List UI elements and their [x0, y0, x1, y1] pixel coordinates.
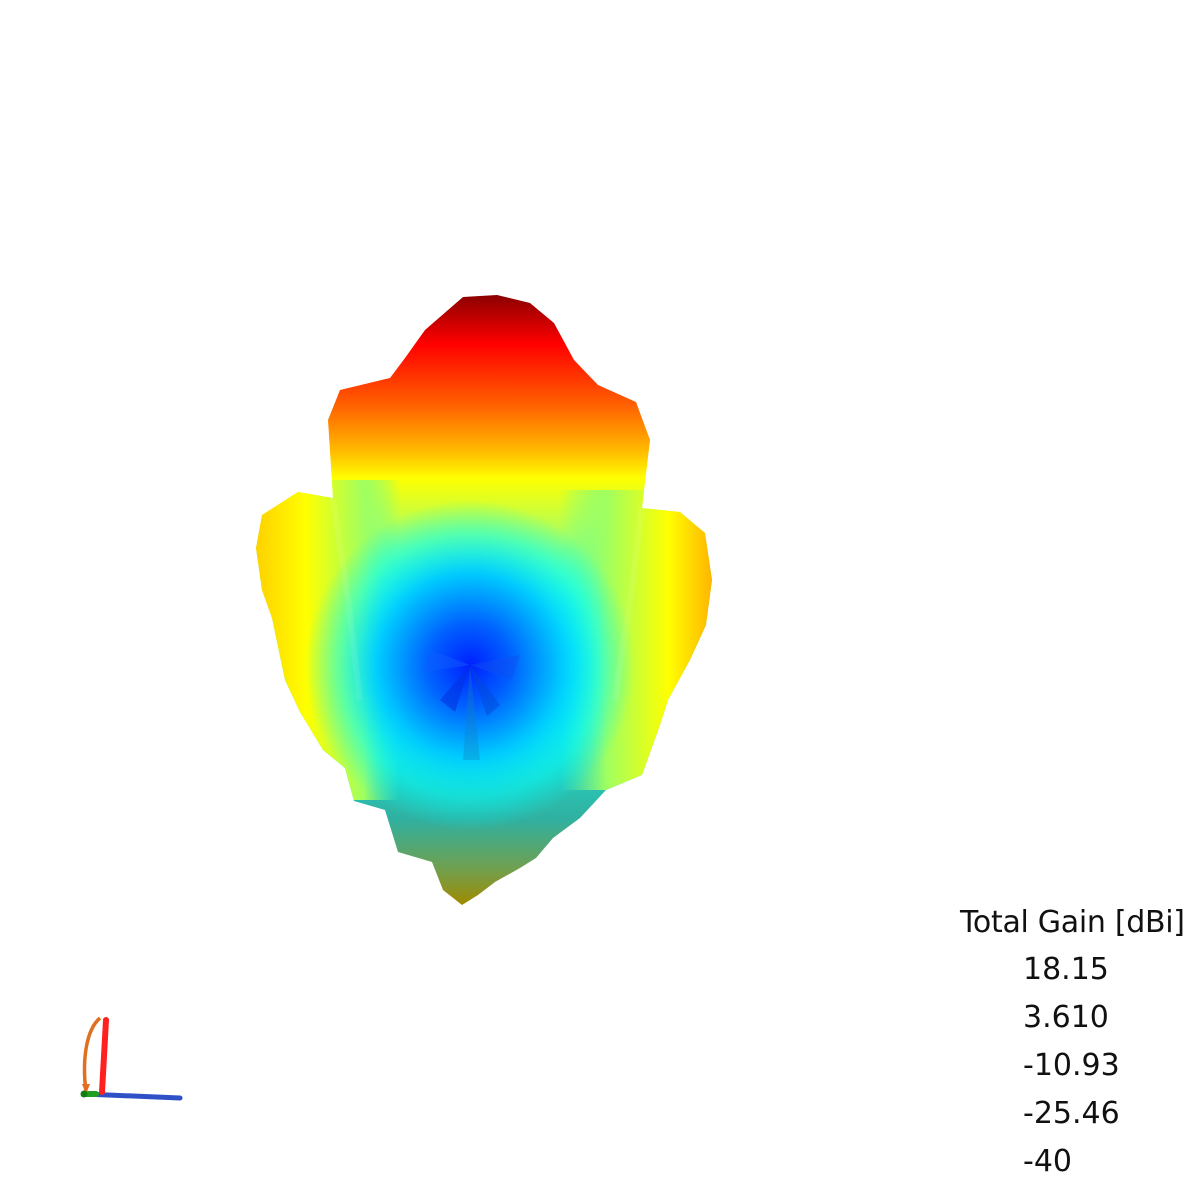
axis-triad-icon: [80, 1016, 183, 1101]
rotation-arrowhead: [82, 1084, 90, 1094]
legend-scale: 18.15 3.610 -10.93 -25.46 -40: [960, 946, 1200, 1186]
gain-surface: [256, 295, 712, 905]
legend-title: Total Gain [dBi]: [960, 905, 1185, 940]
triad-origin: [80, 1090, 88, 1098]
legend-value: -25.46: [1023, 1096, 1120, 1131]
legend-value-max: 18.15: [1023, 952, 1109, 987]
gain-legend: Total Gain [dBi] 18.15 3.610 -10.93 -25.…: [960, 900, 1200, 1186]
legend-value-min: -40: [1023, 1144, 1072, 1179]
rotation-arrow: [82, 1016, 102, 1093]
x-axis-arrow: [81, 1091, 183, 1101]
legend-value: 3.610: [1023, 1000, 1109, 1035]
legend-value: -10.93: [1023, 1048, 1120, 1083]
z-axis-arrow: [99, 1017, 109, 1095]
